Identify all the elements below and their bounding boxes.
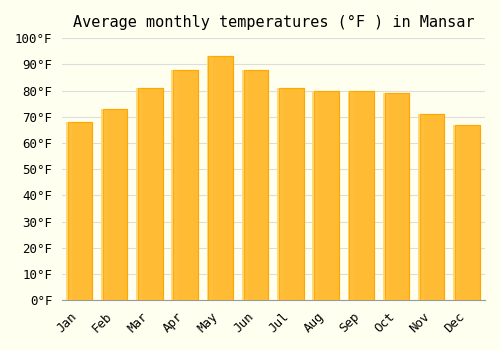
Bar [102, 109, 128, 300]
Bar [208, 56, 233, 300]
Bar [102, 109, 128, 300]
Bar [66, 122, 72, 300]
Bar [348, 91, 354, 300]
Bar [314, 91, 339, 300]
Title: Average monthly temperatures (°F ) in Mansar: Average monthly temperatures (°F ) in Ma… [73, 15, 474, 30]
Bar [68, 122, 92, 300]
Bar [279, 88, 303, 300]
Bar [453, 125, 460, 300]
Bar [350, 91, 374, 300]
Bar [350, 91, 374, 300]
Bar [173, 70, 198, 300]
Bar [173, 70, 198, 300]
Bar [101, 109, 107, 300]
Bar [68, 122, 92, 300]
Bar [382, 93, 389, 300]
Bar [455, 125, 479, 300]
Bar [172, 70, 177, 300]
Bar [384, 93, 409, 300]
Bar [312, 91, 318, 300]
Bar [206, 56, 212, 300]
Bar [244, 70, 268, 300]
Bar [420, 114, 444, 300]
Bar [279, 88, 303, 300]
Bar [136, 88, 142, 300]
Bar [455, 125, 479, 300]
Bar [420, 114, 444, 300]
Bar [138, 88, 162, 300]
Bar [208, 56, 233, 300]
Bar [277, 88, 283, 300]
Bar [418, 114, 424, 300]
Bar [138, 88, 162, 300]
Bar [384, 93, 409, 300]
Bar [242, 70, 248, 300]
Bar [314, 91, 339, 300]
Bar [244, 70, 268, 300]
